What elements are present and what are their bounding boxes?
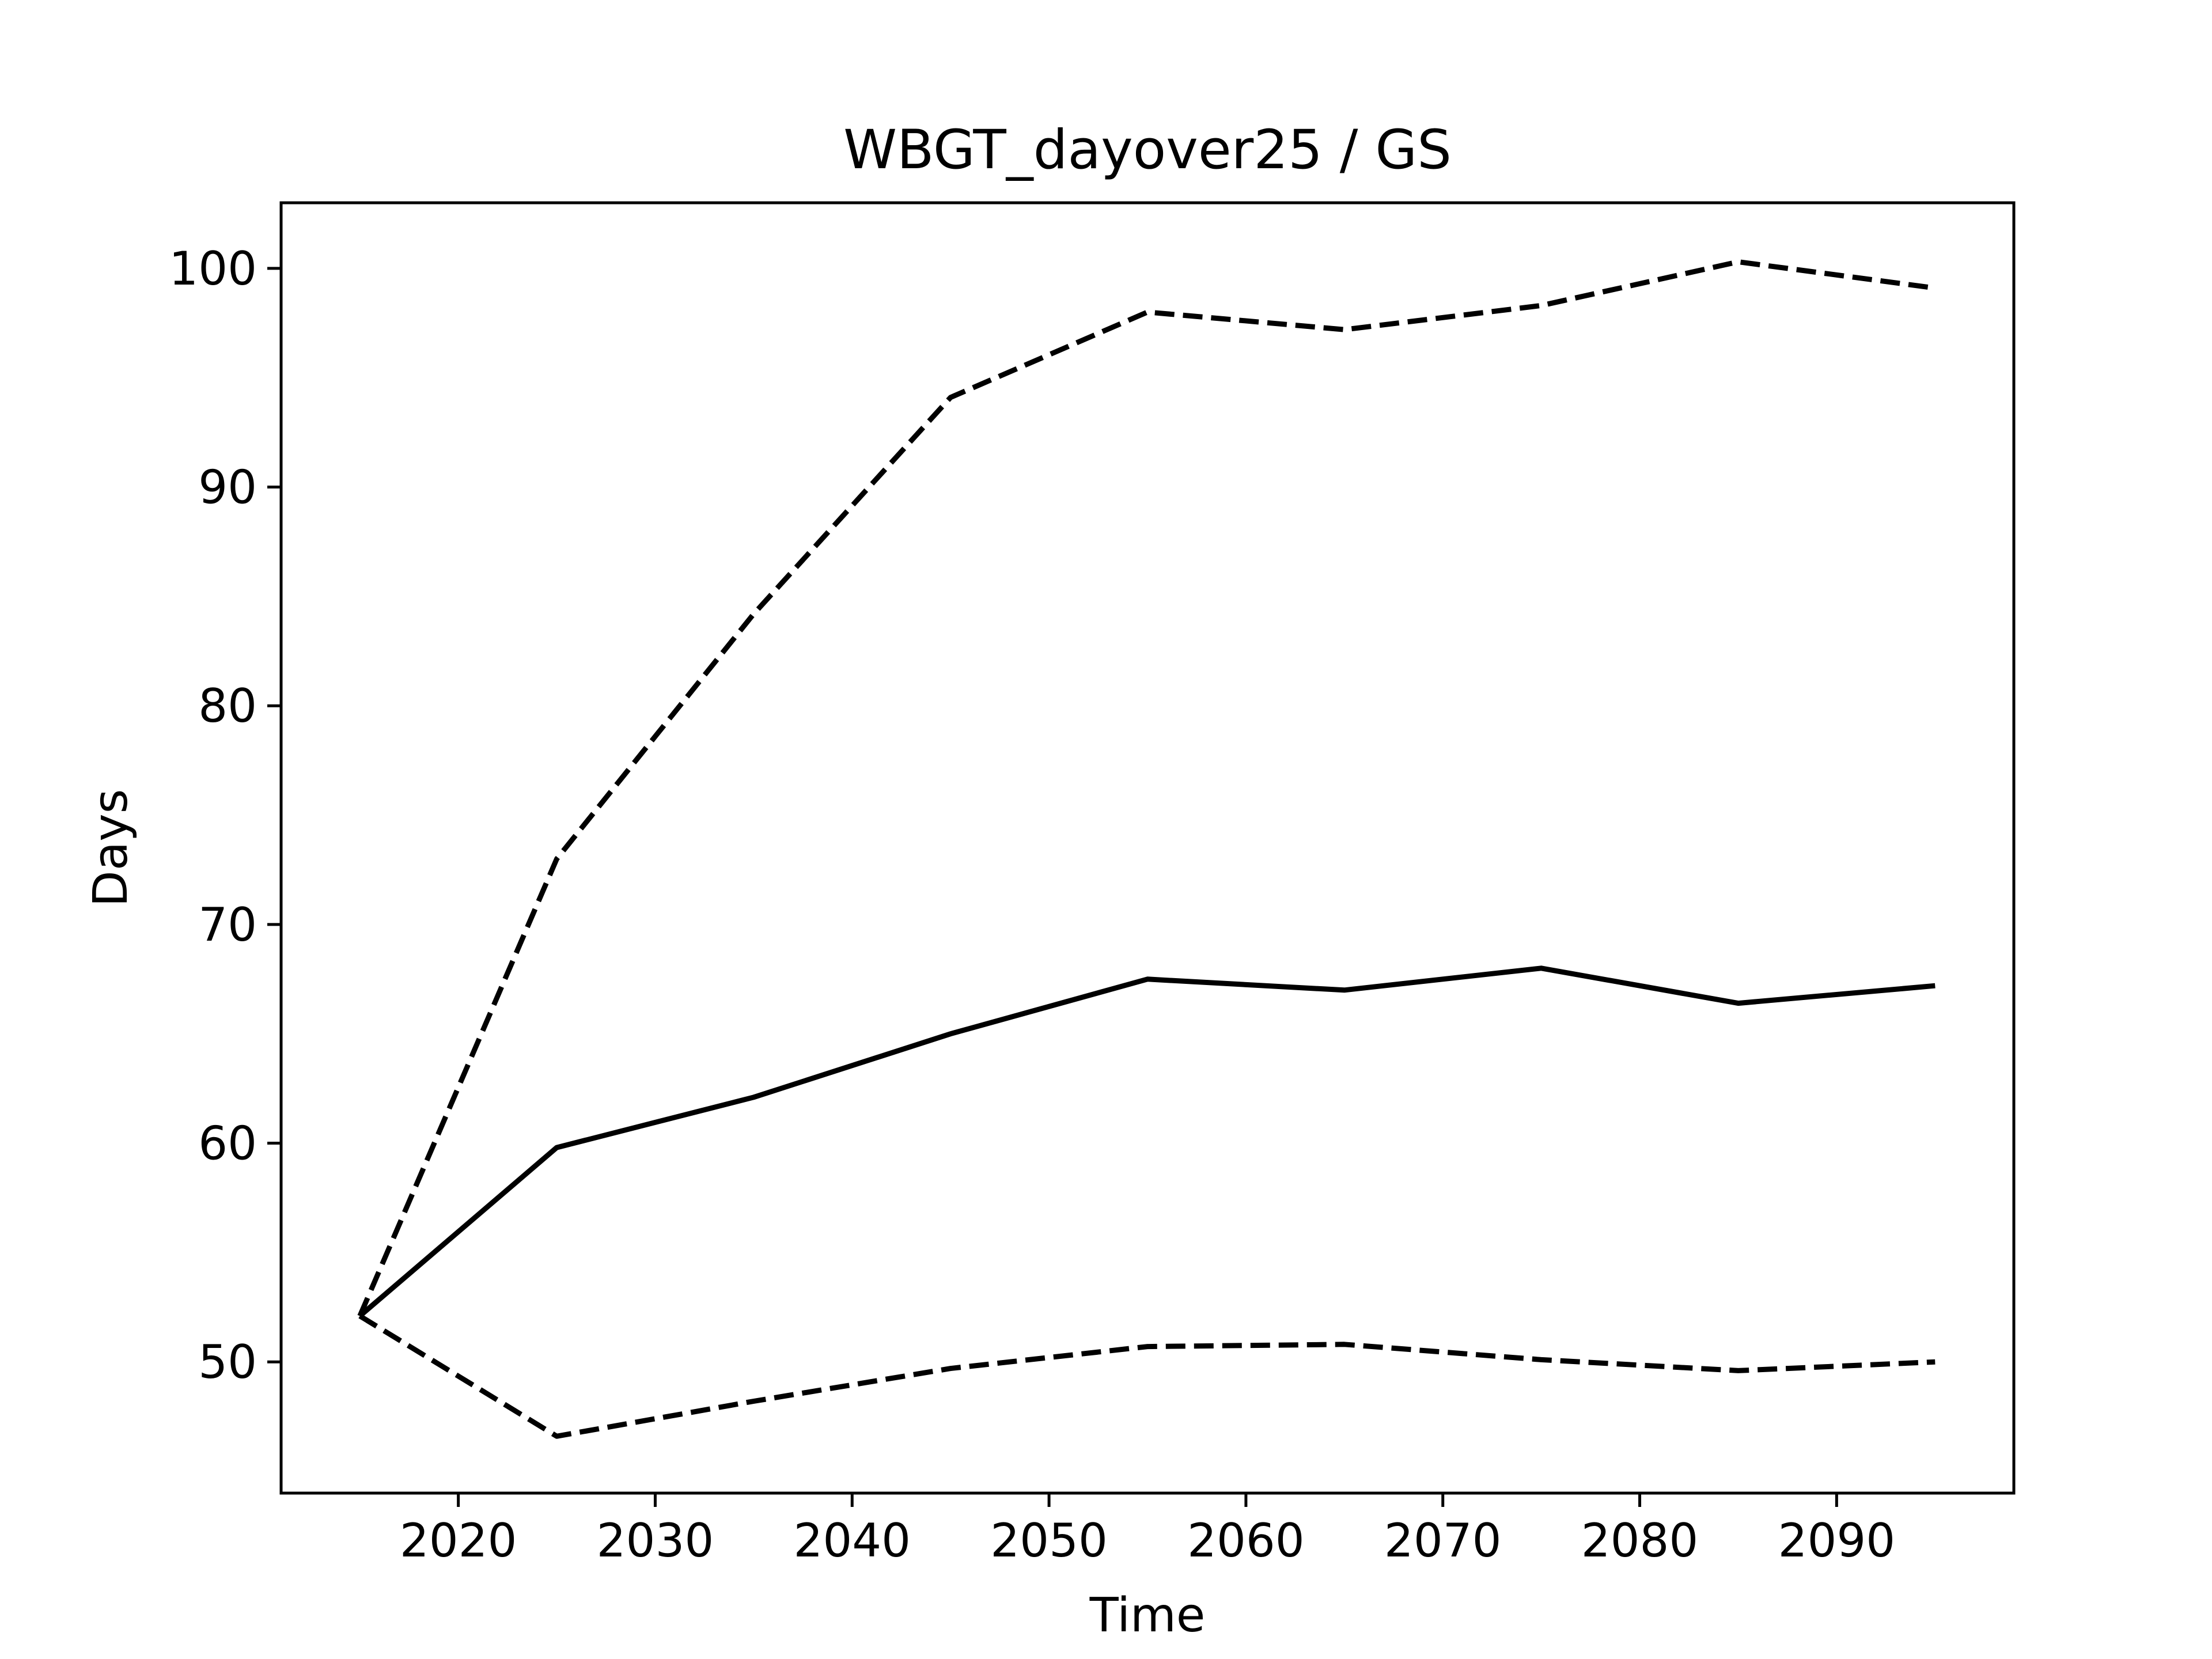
x-tick-label: 2050 (990, 1514, 1108, 1567)
y-tick-label: 80 (198, 679, 257, 733)
x-axis-label: Time (1089, 1588, 1206, 1643)
plot-area (357, 259, 1936, 1439)
y-tick-label: 90 (198, 461, 257, 514)
x-tick-label: 2090 (1778, 1514, 1896, 1567)
x-tick-label: 2040 (793, 1514, 911, 1567)
y-tick-label: 70 (198, 898, 257, 952)
y-axis-label: Days (84, 789, 138, 907)
axes-frame (279, 201, 2016, 1495)
x-tick-label: 2020 (400, 1514, 517, 1567)
y-tick-label: 100 (169, 242, 257, 296)
y-tick-label: 60 (198, 1117, 257, 1171)
series-line-1 (358, 965, 1936, 1318)
y-axis: 50 60 70 80 90 100 (169, 242, 281, 1389)
x-tick-label: 2080 (1581, 1514, 1699, 1567)
x-tick-label: 2070 (1384, 1514, 1502, 1567)
x-tick-label: 2030 (597, 1514, 714, 1567)
y-tick-label: 50 (198, 1335, 257, 1389)
x-tick-label: 2060 (1187, 1514, 1305, 1567)
series-line-3 (358, 1313, 1936, 1439)
chart-title: WBGT_dayover25 / GS (843, 119, 1452, 181)
x-axis: 2020 2030 2040 2050 2060 2070 2080 2090 (400, 1493, 1895, 1567)
series-line-2 (357, 259, 1936, 1317)
